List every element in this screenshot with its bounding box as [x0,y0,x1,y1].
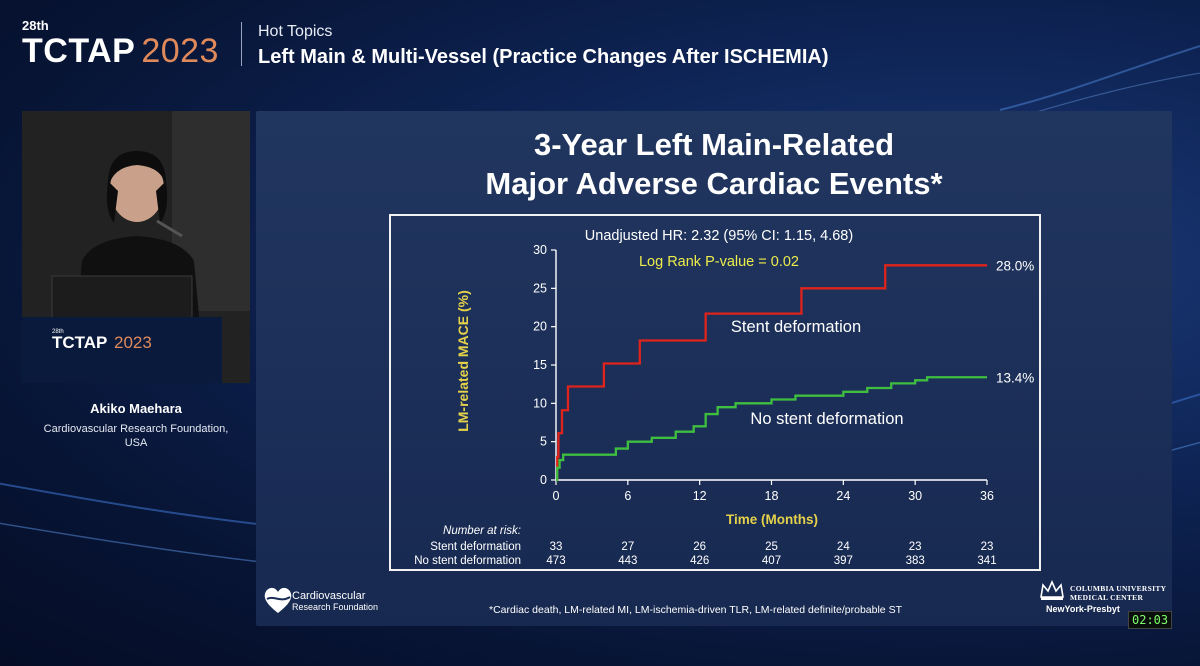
km-plot-frame: 0 6 12 18 24 30 36 0 5 10 15 20 25 30 28.0% 13.4% Unad… [389,214,1041,571]
brand-text: TCTAP [22,32,136,70]
columbia-line2: MEDICAL CENTER [1070,593,1144,602]
slide-title-line2: Major Adverse Cardiac Events* [485,166,943,201]
x-tick-label: 0 [553,489,560,503]
chart-curves: 28.0% 13.4% [556,258,1034,482]
series-label-no-stent-deformation: No stent deformation [750,410,903,428]
podium-edition: 28th [52,329,64,335]
x-tick-label: 36 [980,489,994,503]
speaker-name: Akiko Maehara [90,401,182,416]
columbia-line1: COLUMBIA UNIVERSITY [1070,584,1167,593]
risk-cell: 27 [621,541,634,553]
y-tick-label: 5 [540,435,547,449]
y-tick-label: 25 [533,281,547,295]
y-tick-label: 0 [540,473,547,487]
series-label-stent-deformation: Stent deformation [731,318,861,336]
risk-cell: 407 [762,555,781,567]
header-divider [241,22,242,66]
event-logo: TCTAP 2023 [22,32,219,71]
speaker-figure: 28th TCTAP 2023 [22,111,250,383]
end-value-label: 13.4% [996,370,1034,385]
risk-cell: 341 [977,555,996,567]
risk-cell: 473 [546,555,565,567]
crf-logo-text: Cardiovascular Research Foundation [292,591,378,613]
slide-footnote: *Cardiac death, LM-related MI, LM-ischem… [489,604,902,616]
edition-label: 28th [22,18,49,33]
risk-cell: 397 [834,555,853,567]
nyp-logo-text: NewYork-Presbyt [1046,604,1120,614]
risk-cell: 24 [837,541,850,553]
risk-cell: 23 [981,541,994,553]
risk-row-label: No stent deformation [414,555,521,567]
speaker-affiliation: Cardiovascular Research Foundation, USA [22,422,250,450]
x-axis-label: Time (Months) [726,512,818,527]
x-tick-label: 12 [693,489,707,503]
y-tick-label: 10 [533,396,547,410]
km-curve-no-stent-deformation [556,376,987,482]
session-title: Left Main & Multi-Vessel (Practice Chang… [258,46,829,68]
risk-cell: 443 [618,555,637,567]
risk-cell: 23 [909,541,922,553]
risk-cell: 426 [690,555,709,567]
p-value-annotation: Log Rank P-value = 0.02 [639,254,799,270]
columbia-crown-icon [1040,580,1064,600]
speaker-affiliation-line1: Cardiovascular Research Foundation, [43,423,229,435]
elapsed-timer: 02:03 [1128,611,1173,629]
speaker-video: 28th TCTAP 2023 [22,111,250,383]
x-tick-label: 24 [836,489,850,503]
y-tick-label: 20 [533,320,547,334]
number-at-risk-table: Number at risk: Stent deformation 33 27 26 25… [414,525,996,567]
y-tick-label: 30 [533,243,547,257]
podium-year: 2023 [114,333,152,352]
km-chart: 0 6 12 18 24 30 36 0 5 10 15 20 25 30 28.0% 13.4% Unad… [414,228,1034,567]
chart-axes: 0 6 12 18 24 30 36 0 5 10 15 20 25 30 [533,243,994,503]
slide-title-line1: 3-Year Left Main-Related [533,127,895,162]
risk-cell: 33 [550,541,563,553]
columbia-logo-text: COLUMBIA UNIVERSITY MEDICAL CENTER [1070,584,1166,602]
slide-title: 3-Year Left Main-Related Major Adverse C… [256,125,1172,203]
x-tick-label: 18 [765,489,779,503]
risk-table-header: Number at risk: [443,525,521,537]
risk-cell: 26 [693,541,706,553]
km-curve-stent-deformation [556,264,987,482]
risk-row-label: Stent deformation [430,541,521,553]
x-tick-label: 30 [908,489,922,503]
podium-brand: TCTAP [52,333,107,352]
y-tick-label: 15 [533,358,547,372]
end-value-label: 28.0% [996,258,1034,273]
risk-cell: 25 [765,541,778,553]
y-axis-label: LM-related MACE (%) [455,290,471,432]
risk-cell: 383 [906,555,925,567]
crf-line1: Cardiovascular [292,590,366,602]
x-tick-label: 6 [624,489,631,503]
edition-text: 28th [22,18,49,33]
crf-line2: Research Foundation [292,602,379,612]
hazard-ratio-annotation: Unadjusted HR: 2.32 (95% CI: 1.15, 4.68) [585,228,853,244]
topic-label: Hot Topics [258,23,333,40]
crf-heart-icon [264,587,292,613]
presentation-slide: 3-Year Left Main-Related Major Adverse C… [256,111,1172,626]
brand-year: 2023 [141,32,219,70]
speaker-affiliation-line2: USA [124,437,148,449]
